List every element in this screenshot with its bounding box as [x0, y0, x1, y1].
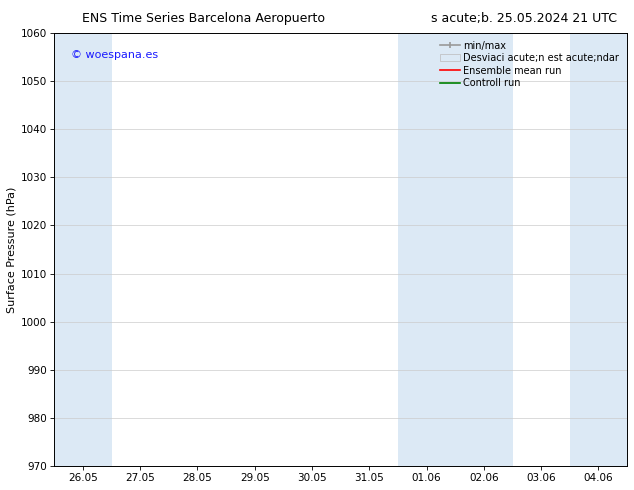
Text: © woespana.es: © woespana.es — [72, 50, 158, 60]
Bar — [55, 33, 112, 466]
Bar — [455, 33, 512, 466]
Legend: min/max, Desviaci acute;n est acute;ndar, Ensemble mean run, Controll run: min/max, Desviaci acute;n est acute;ndar… — [437, 38, 622, 91]
Bar — [398, 33, 455, 466]
Bar — [570, 33, 627, 466]
Text: s acute;b. 25.05.2024 21 UTC: s acute;b. 25.05.2024 21 UTC — [431, 12, 617, 25]
Y-axis label: Surface Pressure (hPa): Surface Pressure (hPa) — [7, 186, 17, 313]
Text: ENS Time Series Barcelona Aeropuerto: ENS Time Series Barcelona Aeropuerto — [82, 12, 325, 25]
